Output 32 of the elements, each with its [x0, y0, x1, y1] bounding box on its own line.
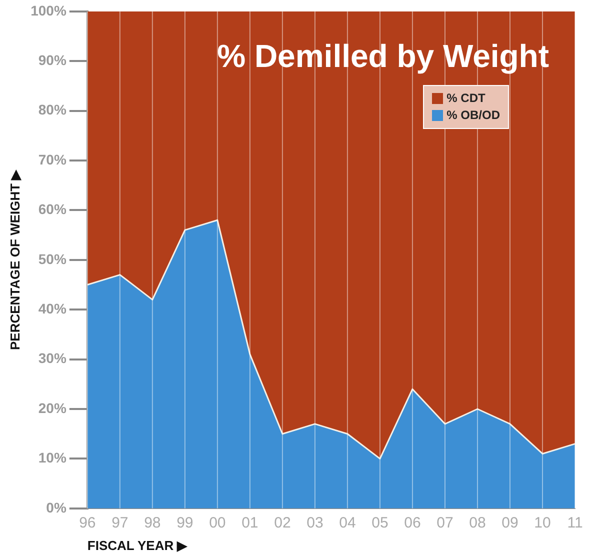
- x-axis-title: FISCAL YEAR ▶: [87, 538, 188, 553]
- x-tick-label: 04: [339, 514, 356, 532]
- y-tick-label: 80%: [38, 102, 67, 118]
- y-tick-label: 70%: [38, 151, 67, 168]
- y-axis-title: PERCENTAGE OF WEIGHT ▶: [7, 168, 22, 350]
- x-tick-label: 02: [274, 514, 291, 532]
- text: % Demilled by Weight: [217, 38, 549, 75]
- x-tick-label: 05: [372, 514, 388, 532]
- x-tick-label: 96: [79, 514, 96, 532]
- y-tick-label: 90%: [38, 52, 67, 68]
- y-tick-label: 50%: [38, 250, 67, 267]
- x-tick-label: 01: [242, 514, 258, 532]
- y-tick-label: 0%: [46, 499, 67, 516]
- x-tick-label: 10: [534, 514, 551, 532]
- x-tick-label: 03: [306, 514, 324, 532]
- x-tick-label: 06: [404, 514, 421, 532]
- x-tick-label: 99: [176, 514, 194, 532]
- x-tick-label: 07: [436, 514, 454, 532]
- x-tick-label: 98: [144, 514, 161, 532]
- x-tick-label: 11: [567, 514, 583, 532]
- x-tick-label: 09: [502, 514, 518, 532]
- y-tick-label: 40%: [38, 300, 67, 316]
- x-tick-label: 08: [469, 514, 486, 532]
- x-tick-label: 00: [209, 514, 226, 532]
- y-tick-label: 60%: [38, 201, 67, 218]
- legend-label: % OB/OD: [446, 107, 500, 124]
- y-tick-label: 10%: [38, 450, 67, 466]
- y-tick-label: 30%: [38, 350, 67, 366]
- y-tick-label: 100%: [30, 2, 67, 18]
- y-tick-label: 20%: [38, 400, 67, 416]
- x-tick-label: 97: [112, 514, 128, 532]
- legend-label: % CDT: [446, 90, 486, 107]
